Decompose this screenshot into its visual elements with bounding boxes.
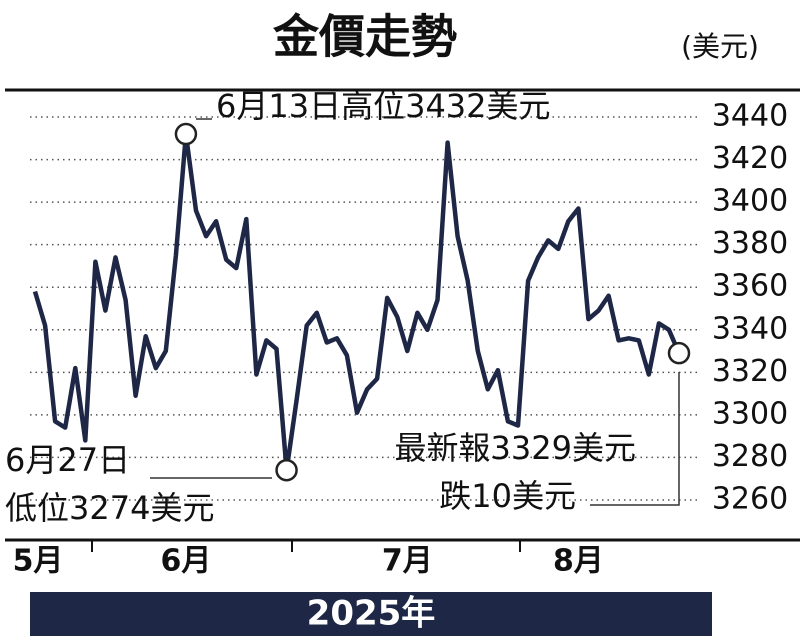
y-tick-label: 3280 (712, 439, 788, 474)
y-tick-label: 3360 (712, 269, 788, 304)
annotation: 低位3274美元 (5, 489, 214, 527)
leader-line (590, 372, 680, 506)
unit-label: (美元) (681, 30, 759, 63)
chart-title: 金價走勢 (272, 10, 457, 64)
annotation: 6月27日 (5, 441, 130, 479)
price-line (32, 131, 682, 473)
point-marker (174, 122, 198, 146)
y-tick-label: 3260 (712, 481, 788, 516)
annotation: 跌10美元 (439, 477, 576, 515)
x-tick-label: 7月 (382, 544, 433, 579)
y-tick-label: 3400 (712, 184, 788, 219)
y-tick-label: 3380 (712, 226, 788, 261)
annotation: 最新報3329美元 (395, 429, 636, 467)
y-tick-label: 3340 (712, 311, 788, 346)
annotation: 6月13日高位3432美元 (216, 87, 551, 125)
x-tick-label: 8月 (553, 544, 604, 579)
footer-bar (30, 592, 712, 636)
y-tick-label: 3420 (712, 141, 788, 176)
point-marker (275, 458, 298, 482)
point-marker (667, 341, 691, 365)
y-tick-label: 3300 (712, 396, 788, 431)
y-tick-label: 3320 (712, 354, 788, 389)
y-tick-label: 3440 (712, 99, 788, 134)
x-tick-label: 6月 (161, 544, 212, 579)
x-tick-label: 5月 (13, 544, 64, 579)
footer-label: 2025年 (307, 594, 436, 634)
